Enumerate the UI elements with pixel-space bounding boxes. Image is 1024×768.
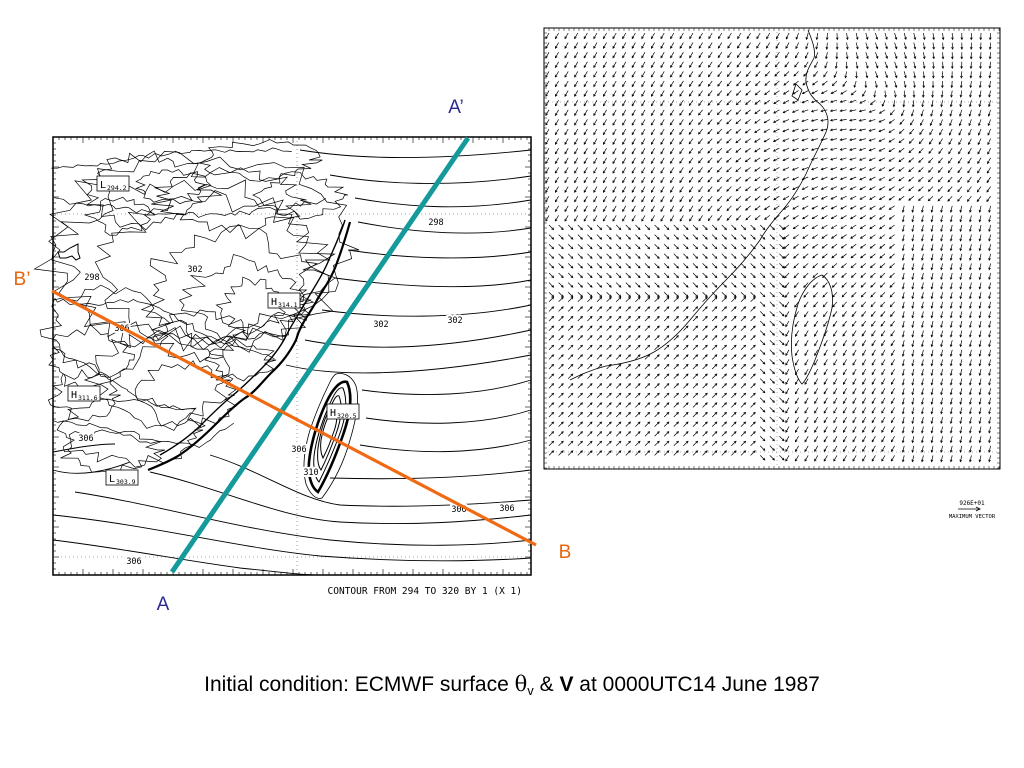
svg-text:H: H — [271, 297, 277, 308]
contour-map-panel: 298 298 302 302 302 306 306 306 306 306 … — [33, 136, 532, 597]
graticule — [53, 137, 531, 575]
contour-label: 298 — [428, 218, 443, 228]
label-a: A — [157, 594, 170, 615]
vector-scale-label: MAXIMUM VECTOR — [949, 514, 996, 520]
high-marker: H 311.6 — [67, 385, 101, 402]
wind-vector-panel: 926E+01 MAXIMUM VECTOR — [543, 27, 1001, 520]
cross-section-lines: A A’ B’ B — [14, 97, 572, 615]
svg-text:294.2: 294.2 — [107, 184, 127, 192]
caption-prefix: Initial condition: ECMWF surface — [204, 673, 515, 696]
contour-label: 306 — [78, 434, 93, 444]
vector-scale-legend: 926E+01 MAXIMUM VECTOR — [949, 500, 996, 520]
ocean-contours — [52, 149, 532, 576]
contour-footer: CONTOUR FROM 294 TO 320 BY 1 (X 1) — [328, 586, 522, 597]
figure-caption: Initial condition: ECMWF surface θv & V … — [0, 672, 1024, 698]
caption-bold-v: V — [559, 673, 574, 696]
label-b: B — [559, 542, 572, 563]
vector-scale-value: 926E+01 — [959, 500, 985, 507]
wind-vectors — [545, 32, 992, 463]
cross-section-b-line — [51, 289, 537, 547]
svg-text:H: H — [71, 390, 77, 401]
caption-amp: & — [533, 673, 560, 696]
contour-label: 302 — [187, 265, 202, 275]
svg-text:L: L — [100, 180, 106, 191]
vector-scale-arrow-head — [975, 506, 981, 512]
label-a-prime: A’ — [448, 97, 463, 118]
land-contours — [33, 139, 360, 474]
high-marker: H 314.1 — [267, 292, 301, 309]
svg-text:H: H — [330, 408, 336, 419]
frame-ticks — [52, 136, 531, 576]
contour-label: 306 — [499, 504, 514, 514]
contour-label: 298 — [84, 273, 99, 283]
low-marker: L 294.2 — [96, 175, 130, 192]
contour-label: 306 — [126, 557, 141, 567]
extrema-markers: L 294.2 H 314.1 H 311.6 H 320.5 L 30 — [67, 175, 360, 486]
coastline-right — [569, 29, 833, 385]
caption-theta: θ — [514, 672, 528, 696]
svg-text:314.1: 314.1 — [278, 301, 298, 309]
svg-text:311.6: 311.6 — [78, 394, 98, 402]
high-marker: H 320.5 — [326, 403, 360, 420]
caption-theta-subscript: v — [527, 683, 534, 698]
frame-ticks — [543, 27, 1000, 469]
contour-label: 310 — [303, 468, 318, 478]
contour-label: 302 — [447, 316, 462, 326]
svg-text:303.9: 303.9 — [116, 478, 136, 486]
svg-text:L: L — [109, 474, 115, 485]
caption-suffix: at 0000UTC14 June 1987 — [573, 673, 820, 696]
coastline — [57, 219, 352, 472]
contour-label: 302 — [373, 320, 388, 330]
svg-text:320.5: 320.5 — [337, 412, 357, 420]
cross-section-a-line — [169, 136, 471, 574]
low-marker: L 303.9 — [105, 469, 139, 486]
contour-label: 306 — [291, 445, 306, 455]
label-b-prime: B’ — [14, 269, 31, 290]
